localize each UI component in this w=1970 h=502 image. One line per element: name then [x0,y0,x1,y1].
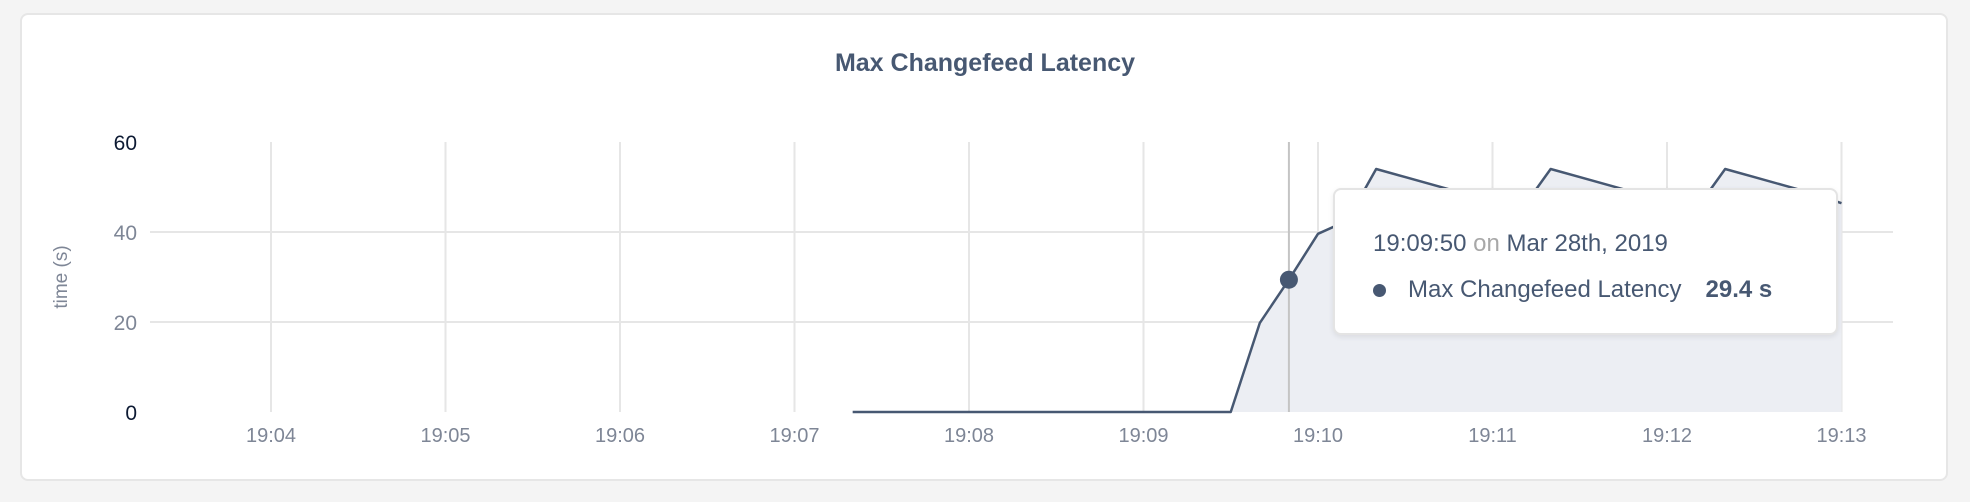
x-tick-label: 19:04 [246,425,296,447]
x-tick-label: 19:11 [1468,425,1517,447]
x-tick-label: 19:08 [944,425,994,447]
y-axis-label: time (s) [51,245,72,308]
y-tick-label: 60 [114,132,137,155]
x-tick-label: 19:09 [1118,425,1168,447]
y-tick-label: 40 [114,222,137,245]
tooltip-time: 19:09:50 [1373,230,1467,257]
tooltip-timestamp: 19:09:50 on Mar 28th, 2019 [1373,230,1668,258]
tooltip-series-row: Max Changefeed Latency 29.4 s [1373,276,1772,304]
tooltip-on: on [1473,230,1500,257]
series-dot-icon [1373,283,1386,297]
tooltip-series-name: Max Changefeed Latency [1408,276,1682,303]
x-tick-label: 19:10 [1293,425,1343,447]
hover-point [1279,270,1298,289]
x-tick-label: 19:06 [595,425,645,447]
y-tick-label: 20 [114,312,137,335]
x-tick-label: 19:07 [769,425,819,447]
tooltip-date: Mar 28th, 2019 [1506,230,1668,257]
tooltip-value: 29.4 s [1705,276,1773,303]
x-tick-label: 19:13 [1816,425,1866,447]
chart-title: Max Changefeed Latency [835,49,1135,77]
y-tick-label: 0 [125,402,137,425]
tooltip: 19:09:50 on Mar 28th, 2019 Max Changefee… [1333,188,1838,335]
x-tick-label: 19:12 [1642,425,1692,447]
x-tick-label: 19:05 [420,425,470,447]
